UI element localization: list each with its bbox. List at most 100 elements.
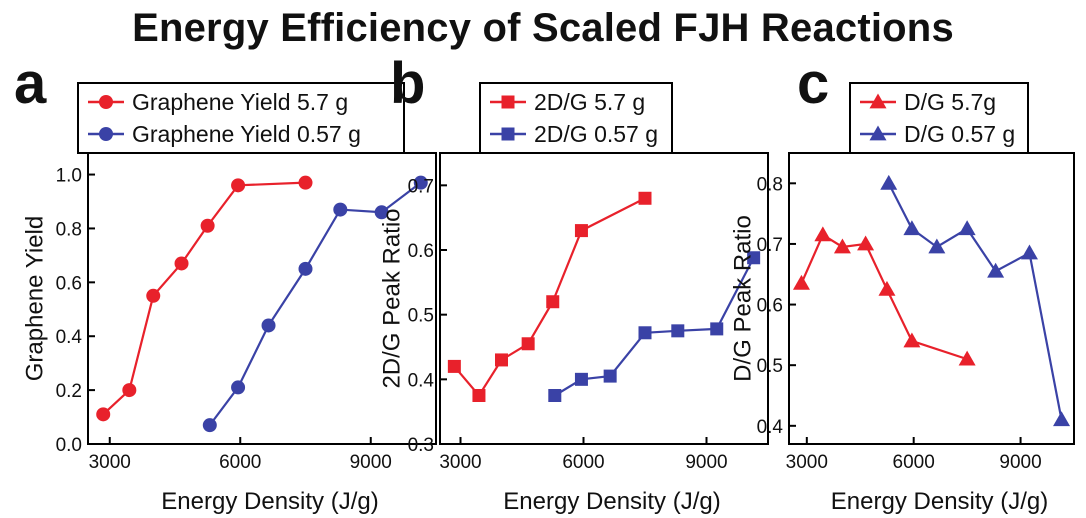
series-line <box>102 181 306 416</box>
data-point <box>447 359 461 373</box>
series-line <box>800 233 968 361</box>
series-line <box>887 182 1063 420</box>
y-tick-label: 1.0 <box>56 166 82 187</box>
data-point <box>122 383 137 398</box>
series-blue <box>548 251 761 402</box>
y-tick-label: 0.8 <box>757 174 783 195</box>
data-point <box>495 353 508 367</box>
data-point <box>1053 411 1071 427</box>
data-point <box>231 380 246 395</box>
legend-marker <box>99 127 113 141</box>
data-point <box>472 389 486 402</box>
y-axis-label: Graphene Yield <box>21 216 48 381</box>
data-point <box>174 256 189 271</box>
data-point <box>333 202 348 217</box>
panel-a: a 3000 6000 9000 0.0 0.2 0.4 0.6 0.8 1.0 Energy De… <box>14 51 437 515</box>
data-point <box>638 326 652 340</box>
data-point <box>202 418 217 433</box>
y-tick-label: 0.4 <box>757 417 784 438</box>
data-point <box>880 174 898 190</box>
y-tick-label: 0.4 <box>408 370 435 391</box>
panel-letter: a <box>14 51 47 116</box>
data-point <box>987 262 1005 278</box>
data-point <box>574 372 588 386</box>
data-point <box>413 175 428 190</box>
data-point <box>958 350 976 366</box>
legend-marker <box>99 95 113 109</box>
data-point <box>878 280 896 296</box>
y-tick-label: 0.7 <box>757 235 783 256</box>
data-point <box>710 322 724 336</box>
x-tick-label: 9000 <box>685 452 727 473</box>
data-point <box>833 238 851 254</box>
panel-letter: b <box>390 51 425 116</box>
legend-marker <box>869 93 887 109</box>
x-tick-label: 9000 <box>999 452 1041 473</box>
data-point <box>958 220 976 236</box>
data-point <box>231 178 246 193</box>
legend: Graphene Yield 5.7 g Graphene Yield 0.57 … <box>77 82 405 154</box>
data-point <box>903 332 921 348</box>
data-point <box>298 261 313 276</box>
y-tick-label: 0.7 <box>408 176 434 197</box>
x-tick-label: 3000 <box>439 452 481 473</box>
x-axis-label: Energy Density (J/g) <box>503 488 720 515</box>
data-point <box>903 220 921 236</box>
data-point <box>96 407 111 422</box>
series-blue <box>202 175 428 433</box>
data-point <box>548 389 562 402</box>
legend-label: D/G 5.7g <box>904 89 996 115</box>
legend-box <box>77 82 405 154</box>
legend: D/G 5.7g D/G 0.57 g <box>849 82 1029 154</box>
legend-label: 2D/G 0.57 g <box>534 121 658 147</box>
x-tick-label: 3000 <box>786 452 828 473</box>
panel-letter: c <box>797 51 829 116</box>
panel-b: b 3000 6000 9000 0.3 0.4 0.5 0.6 0.7 Energy Densi… <box>378 51 769 515</box>
series-red <box>792 226 976 366</box>
series-red <box>96 175 313 422</box>
figure-title: Energy Efficiency of Scaled FJH Reaction… <box>132 6 954 50</box>
x-axis-label: Energy Density (J/g) <box>161 488 378 515</box>
panel-c: c 3000 6000 9000 0.4 0.5 0.6 0.7 0.8 Energy Densi… <box>729 51 1075 515</box>
data-point <box>298 175 313 190</box>
y-tick-label: 0.5 <box>408 306 434 327</box>
y-tick-label: 0.8 <box>56 219 82 240</box>
legend-box <box>479 82 673 154</box>
legend-label: Graphene Yield 5.7 g <box>132 89 348 115</box>
x-tick-label: 6000 <box>562 452 604 473</box>
data-point <box>792 274 810 290</box>
legend-label: 2D/G 5.7 g <box>534 89 645 115</box>
data-point <box>1020 244 1038 260</box>
x-tick-label: 6000 <box>219 452 261 473</box>
data-point <box>747 251 761 265</box>
legend-marker <box>501 127 515 141</box>
legend-marker <box>869 125 887 141</box>
data-point <box>546 295 560 309</box>
series-blue <box>880 174 1071 427</box>
y-tick-label: 0.6 <box>757 296 783 317</box>
legend-label: Graphene Yield 0.57 g <box>132 121 361 147</box>
y-axis-label: D/G Peak Ratio <box>729 215 756 382</box>
legend-marker <box>501 95 515 109</box>
data-point <box>200 218 215 233</box>
plot-frame <box>788 152 1075 445</box>
data-point <box>928 238 946 254</box>
x-tick-label: 6000 <box>893 452 935 473</box>
y-tick-label: 0.2 <box>56 381 82 402</box>
x-axis-label: Energy Density (J/g) <box>831 488 1048 515</box>
data-point <box>261 318 276 333</box>
y-tick-label: 0.5 <box>757 356 783 377</box>
series-red <box>447 191 652 402</box>
data-point <box>374 205 389 220</box>
data-point <box>603 369 617 383</box>
x-tick-label: 3000 <box>89 452 131 473</box>
legend-label: D/G 0.57 g <box>904 121 1015 147</box>
y-axis-label: 2D/G Peak Ratio <box>378 208 405 388</box>
x-tick-label: 9000 <box>350 452 392 473</box>
y-tick-label: 0.3 <box>408 435 434 456</box>
data-point <box>146 288 161 303</box>
data-point <box>574 224 588 238</box>
data-point <box>521 337 535 351</box>
data-point <box>857 235 875 251</box>
